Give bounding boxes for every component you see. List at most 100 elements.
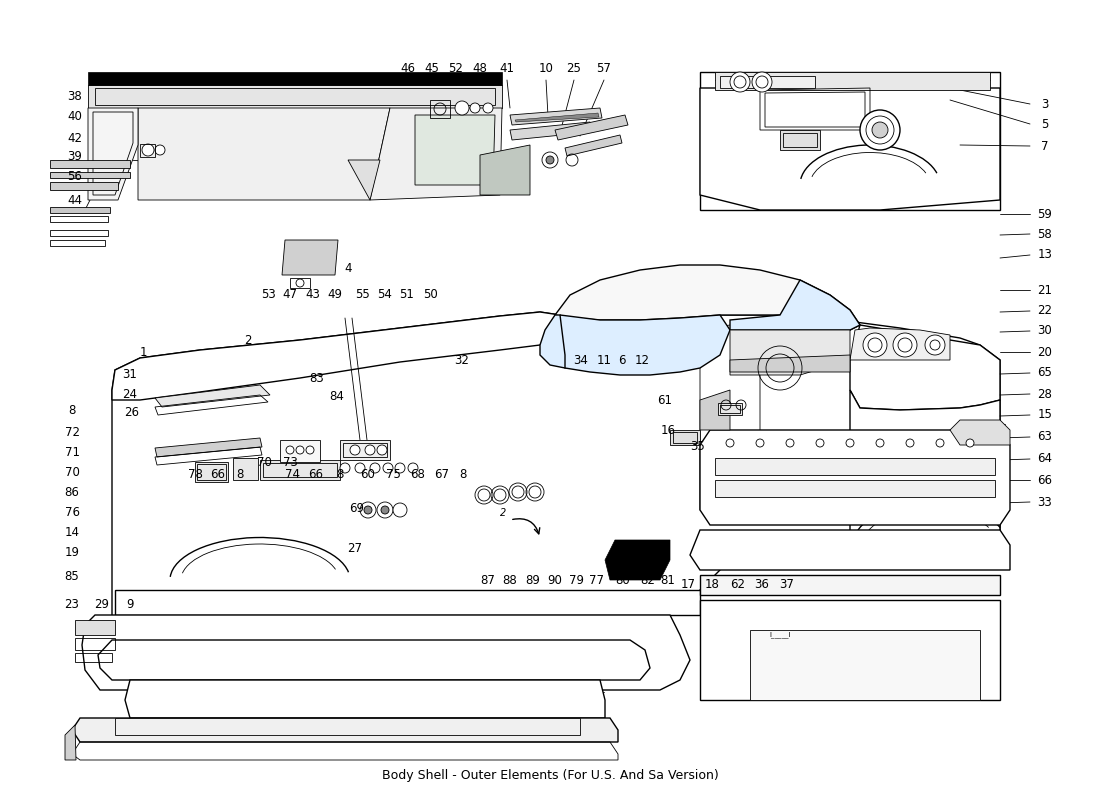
Text: 88: 88	[503, 574, 517, 586]
Circle shape	[393, 503, 407, 517]
Text: 87: 87	[481, 574, 495, 586]
Polygon shape	[116, 718, 580, 735]
Text: 23: 23	[65, 598, 79, 611]
Text: 74: 74	[285, 467, 299, 481]
Text: 25: 25	[566, 62, 582, 74]
Text: 10: 10	[539, 62, 553, 74]
Circle shape	[377, 502, 393, 518]
Text: 62: 62	[730, 578, 746, 591]
Polygon shape	[720, 76, 815, 88]
Polygon shape	[415, 115, 495, 185]
Polygon shape	[348, 160, 380, 200]
Circle shape	[370, 463, 379, 473]
Circle shape	[860, 110, 900, 150]
Circle shape	[470, 103, 480, 113]
Polygon shape	[480, 145, 530, 195]
Circle shape	[876, 439, 884, 447]
Text: 71: 71	[65, 446, 79, 458]
Circle shape	[752, 72, 772, 92]
Text: 6: 6	[618, 354, 626, 366]
Circle shape	[296, 279, 304, 287]
Text: 43: 43	[306, 289, 320, 302]
Circle shape	[726, 439, 734, 447]
Circle shape	[340, 463, 350, 473]
Text: 64: 64	[1037, 453, 1053, 466]
Circle shape	[364, 506, 372, 514]
Text: 21: 21	[1037, 283, 1053, 297]
Text: 12: 12	[635, 354, 649, 366]
Polygon shape	[605, 540, 670, 580]
Text: 66: 66	[308, 467, 323, 481]
Circle shape	[864, 333, 887, 357]
Text: 48: 48	[473, 62, 487, 74]
Polygon shape	[670, 430, 700, 445]
Polygon shape	[50, 160, 130, 168]
Text: 5: 5	[1042, 118, 1048, 130]
Text: 8: 8	[68, 403, 76, 417]
Polygon shape	[715, 458, 996, 475]
Text: 18: 18	[705, 578, 719, 591]
Text: 35: 35	[691, 441, 705, 454]
Polygon shape	[282, 240, 338, 275]
Text: 55: 55	[355, 289, 371, 302]
Text: 57: 57	[596, 62, 612, 74]
Text: 52: 52	[449, 62, 463, 74]
Polygon shape	[72, 718, 618, 742]
Text: 70: 70	[65, 466, 79, 478]
Polygon shape	[510, 122, 592, 140]
Text: 1: 1	[140, 346, 146, 358]
Polygon shape	[82, 615, 690, 690]
Circle shape	[455, 101, 469, 115]
Circle shape	[395, 463, 405, 473]
Text: 7: 7	[1042, 139, 1048, 153]
Text: 33: 33	[1037, 495, 1053, 509]
Text: 27: 27	[348, 542, 363, 554]
Text: 39: 39	[67, 150, 82, 163]
Polygon shape	[280, 440, 320, 462]
Polygon shape	[700, 600, 1000, 700]
Text: 47: 47	[283, 289, 297, 302]
Text: 44: 44	[67, 194, 82, 206]
Text: 66: 66	[210, 467, 225, 481]
Polygon shape	[195, 462, 228, 482]
Text: 75: 75	[386, 467, 400, 481]
Polygon shape	[515, 113, 600, 122]
Text: 37: 37	[780, 578, 794, 591]
Text: 89: 89	[526, 574, 540, 586]
Circle shape	[483, 103, 493, 113]
Text: 69: 69	[350, 502, 364, 514]
Polygon shape	[690, 530, 1010, 570]
Circle shape	[872, 122, 888, 138]
Text: 36: 36	[755, 578, 769, 591]
Polygon shape	[138, 108, 390, 200]
Text: 90: 90	[548, 574, 562, 586]
Circle shape	[542, 152, 558, 168]
Polygon shape	[75, 620, 116, 635]
Text: 83: 83	[309, 371, 324, 385]
Circle shape	[381, 506, 389, 514]
Circle shape	[529, 486, 541, 498]
Circle shape	[546, 156, 554, 164]
Circle shape	[925, 335, 945, 355]
Polygon shape	[565, 135, 621, 156]
Text: 32: 32	[454, 354, 470, 366]
Circle shape	[936, 439, 944, 447]
Circle shape	[846, 439, 854, 447]
Circle shape	[512, 486, 524, 498]
Text: 63: 63	[1037, 430, 1053, 443]
Text: 16: 16	[660, 423, 675, 437]
Text: 30: 30	[1037, 325, 1053, 338]
Text: 17: 17	[681, 578, 695, 591]
Text: 22: 22	[1037, 305, 1053, 318]
Circle shape	[306, 446, 313, 454]
Text: 51: 51	[399, 289, 415, 302]
Polygon shape	[700, 575, 1000, 595]
Text: 84: 84	[330, 390, 344, 403]
Polygon shape	[700, 320, 760, 510]
Text: 80: 80	[616, 574, 630, 586]
Text: 38: 38	[67, 90, 82, 103]
Polygon shape	[125, 680, 605, 718]
Circle shape	[383, 463, 393, 473]
Circle shape	[786, 439, 794, 447]
Text: 86: 86	[65, 486, 79, 498]
